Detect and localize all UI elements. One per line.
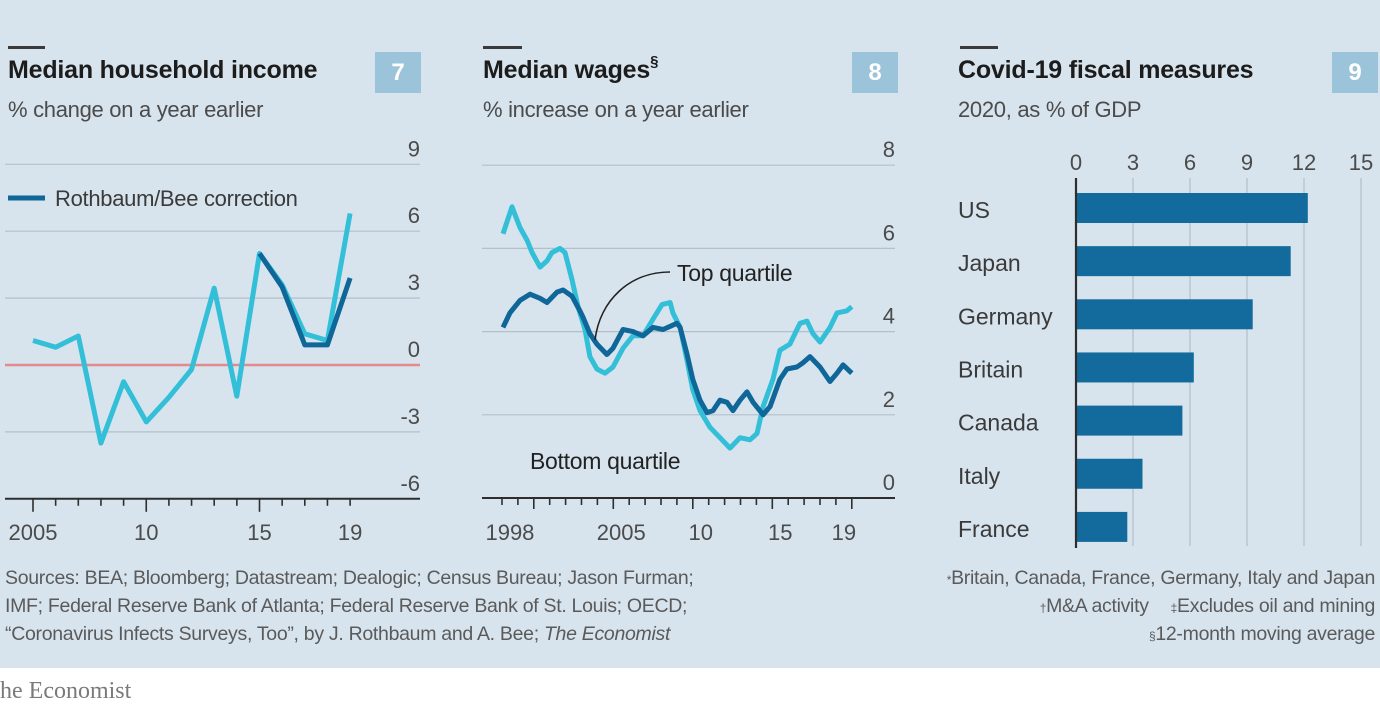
y-tick-label: 9 — [408, 136, 420, 161]
charts-canvas: 0 3 6 9 12 15 US Japan Germany Britain Canada Italy… — [5, 136, 1373, 548]
note-text: 12-month moving average — [1155, 623, 1375, 645]
bar-us — [1076, 193, 1308, 223]
x-tick-label: 2005 — [9, 520, 58, 545]
bar-japan — [1076, 246, 1291, 277]
category-label-britain: Britain — [958, 356, 1023, 382]
note-mark: ‡ — [1170, 601, 1178, 615]
chart-8-title-text: Median wages — [483, 56, 651, 84]
chart-7-legend: Rothbaum/Bee correction — [8, 186, 298, 211]
chart-8-title-footnote-mark: § — [650, 53, 659, 70]
chart-panel-background — [0, 0, 1380, 668]
y-tick-label: 0 — [408, 337, 420, 362]
note-mark: § — [1148, 629, 1156, 643]
note-text: Excludes oil and mining — [1177, 595, 1375, 617]
x-tick-label: 1998 — [485, 520, 534, 545]
series-line-household-income — [32, 212, 353, 446]
note-line: †M&A activity ‡Excludes oil and mining — [947, 592, 1376, 620]
bar-canada — [1076, 405, 1183, 436]
x-tick-label: 10 — [134, 520, 158, 545]
y-tick-label: 4 — [883, 304, 895, 329]
sources-line: IMF; Federal Reserve Bank of Atlanta; Fe… — [5, 595, 688, 617]
y-tick-label: -6 — [400, 471, 420, 496]
note-mark: † — [1039, 601, 1047, 615]
x-tick-label: 15 — [1349, 150, 1373, 175]
chart-7-plot-area: -6 -3 0 3 6 9 2005 10 15 19 — [5, 136, 420, 545]
chart-9-subtitle: 2020, as % of GDP — [958, 97, 1142, 122]
chart-8-plot-area: 0 2 4 6 8 1998 2005 10 15 19 — [482, 137, 895, 545]
x-tick-label: 9 — [1241, 150, 1253, 175]
chart-7-title: Median household income — [8, 56, 318, 84]
sources-footnote: Sources: BEA; Bloomberg; Datastream; Dea… — [5, 564, 694, 648]
category-label-us: US — [958, 197, 990, 223]
y-tick-label: 0 — [883, 470, 895, 495]
note-line: §12-month moving average — [947, 620, 1375, 648]
economist-logo: he Economist — [0, 678, 132, 704]
chart-9-title: Covid-19 fiscal measures — [958, 56, 1254, 84]
category-label-japan: Japan — [958, 250, 1021, 276]
category-label-canada: Canada — [958, 410, 1039, 436]
chart-7-number-badge: 7 — [375, 52, 421, 93]
bar-france — [1076, 511, 1128, 542]
sources-line-text: “Coronavirus Infects Surveys, Too”, by J… — [5, 623, 544, 645]
x-tick-label: 6 — [1184, 150, 1196, 175]
note-text: M&A activity — [1046, 595, 1149, 617]
legend-label-rothbaum-bee: Rothbaum/Bee correction — [55, 186, 298, 211]
chart-7-subtitle: % change on a year earlier — [8, 97, 264, 122]
bar-germany — [1076, 299, 1253, 330]
note-line: *Britain, Canada, France, Germany, Italy… — [946, 564, 1376, 592]
series-line-rothbaum-bee-correction — [257, 252, 353, 348]
chart-8-number-badge: 8 — [852, 52, 898, 93]
x-tick-label: 3 — [1127, 150, 1139, 175]
x-tick-label: 19 — [832, 520, 856, 545]
chart-8-subtitle: % increase on a year earlier — [483, 97, 749, 122]
y-tick-label: -3 — [400, 404, 420, 429]
top-quartile-pointer-line — [594, 271, 671, 341]
y-tick-label: 6 — [883, 220, 895, 245]
sources-line: “Coronavirus Infects Surveys, Too”, by J… — [5, 620, 694, 648]
series-line-bottom-quartile — [500, 204, 854, 451]
category-label-france: France — [958, 516, 1030, 542]
chart-8-title: Median wages§ — [483, 53, 659, 85]
chart-9-number-badge: 9 — [1332, 52, 1378, 93]
x-tick-label: 12 — [1292, 150, 1316, 175]
sources-line: Sources: BEA; Bloomberg; Datastream; Dea… — [5, 567, 694, 589]
y-tick-label: 2 — [883, 387, 895, 412]
chart-9-title-rule — [960, 46, 998, 49]
x-tick-label: 19 — [338, 520, 362, 545]
annotation-top-quartile: Top quartile — [677, 260, 792, 286]
bar-britain — [1076, 352, 1194, 383]
chart-9-plot-area: 0 3 6 9 12 15 US Japan Germany Britain Canada Italy… — [958, 150, 1373, 548]
x-tick-label: 15 — [768, 520, 792, 545]
notes-footnote: *Britain, Canada, France, Germany, Italy… — [946, 564, 1376, 648]
bar-italy — [1076, 458, 1143, 489]
y-tick-label: 6 — [408, 203, 420, 228]
x-tick-label: 15 — [247, 520, 271, 545]
category-label-germany: Germany — [958, 303, 1053, 329]
chart-8-title-rule — [483, 46, 522, 49]
x-tick-label: 0 — [1070, 150, 1082, 175]
chart-8-annotations: Top quartile Bottom quartile — [530, 260, 793, 474]
x-tick-label: 10 — [689, 520, 713, 545]
y-tick-label: 3 — [408, 270, 420, 295]
series-line-top-quartile — [500, 287, 854, 418]
chart-7-title-rule — [8, 46, 45, 49]
sources-italic-publication: The Economist — [543, 623, 671, 645]
category-label-italy: Italy — [958, 463, 1001, 489]
y-tick-label: 8 — [883, 137, 895, 162]
note-mark: * — [946, 573, 952, 587]
note-text: Britain, Canada, France, Germany, Italy … — [951, 567, 1375, 589]
annotation-bottom-quartile: Bottom quartile — [530, 448, 680, 474]
x-tick-label: 2005 — [597, 520, 646, 545]
